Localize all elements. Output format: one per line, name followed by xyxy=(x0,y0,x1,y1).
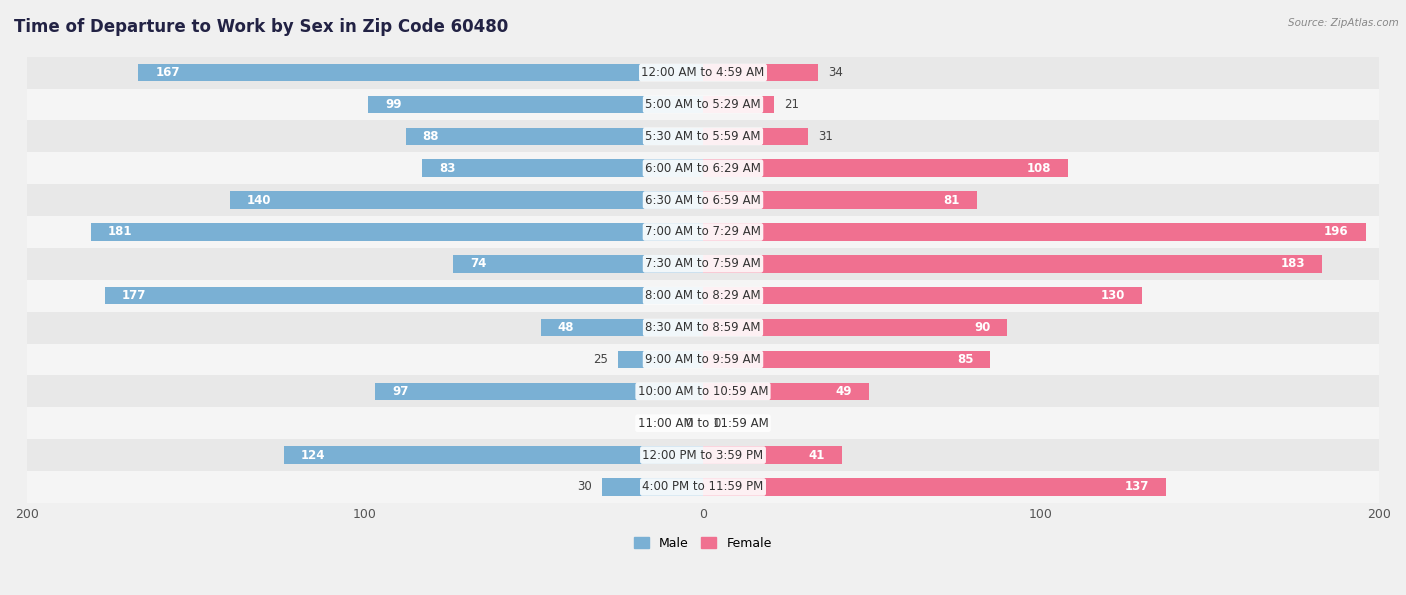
Text: 130: 130 xyxy=(1101,289,1126,302)
Text: 83: 83 xyxy=(439,162,456,175)
Bar xyxy=(27,89,1379,120)
Bar xyxy=(703,127,808,145)
Text: 7:00 AM to 7:29 AM: 7:00 AM to 7:29 AM xyxy=(645,226,761,239)
Text: 5:00 AM to 5:29 AM: 5:00 AM to 5:29 AM xyxy=(645,98,761,111)
Bar xyxy=(27,375,1379,407)
Text: 12:00 AM to 4:59 AM: 12:00 AM to 4:59 AM xyxy=(641,66,765,79)
Text: 137: 137 xyxy=(1125,480,1149,493)
Bar xyxy=(27,312,1379,343)
Text: 88: 88 xyxy=(422,130,439,143)
Bar xyxy=(138,64,703,82)
Text: 8:00 AM to 8:29 AM: 8:00 AM to 8:29 AM xyxy=(645,289,761,302)
Bar xyxy=(91,223,703,241)
Bar xyxy=(453,255,703,273)
Text: 25: 25 xyxy=(593,353,609,366)
Text: 0: 0 xyxy=(713,416,720,430)
Bar xyxy=(27,248,1379,280)
Text: 6:00 AM to 6:29 AM: 6:00 AM to 6:29 AM xyxy=(645,162,761,175)
Text: 41: 41 xyxy=(808,449,825,462)
Text: 49: 49 xyxy=(835,385,852,398)
Bar xyxy=(703,287,1143,305)
Bar xyxy=(27,184,1379,216)
Bar xyxy=(703,383,869,400)
Bar xyxy=(703,159,1069,177)
Bar xyxy=(27,216,1379,248)
Text: 7:30 AM to 7:59 AM: 7:30 AM to 7:59 AM xyxy=(645,257,761,270)
Text: 177: 177 xyxy=(121,289,146,302)
Bar xyxy=(368,96,703,113)
Bar xyxy=(541,319,703,336)
Text: 9:00 AM to 9:59 AM: 9:00 AM to 9:59 AM xyxy=(645,353,761,366)
Bar xyxy=(27,120,1379,152)
Text: 99: 99 xyxy=(385,98,402,111)
Text: 10:00 AM to 10:59 AM: 10:00 AM to 10:59 AM xyxy=(638,385,768,398)
Text: 183: 183 xyxy=(1281,257,1305,270)
Text: 30: 30 xyxy=(576,480,592,493)
Bar xyxy=(27,471,1379,503)
Text: 181: 181 xyxy=(108,226,132,239)
Text: 21: 21 xyxy=(785,98,799,111)
Bar xyxy=(703,350,990,368)
Bar xyxy=(619,350,703,368)
Text: 31: 31 xyxy=(818,130,832,143)
Bar xyxy=(27,280,1379,312)
Legend: Male, Female: Male, Female xyxy=(630,532,776,555)
Text: 196: 196 xyxy=(1324,226,1348,239)
Text: 167: 167 xyxy=(156,66,180,79)
Bar xyxy=(703,319,1007,336)
Text: 11:00 AM to 11:59 AM: 11:00 AM to 11:59 AM xyxy=(638,416,768,430)
Bar xyxy=(405,127,703,145)
Bar xyxy=(703,96,773,113)
Bar xyxy=(703,223,1365,241)
Bar xyxy=(703,478,1166,496)
Text: 85: 85 xyxy=(957,353,973,366)
Text: Time of Departure to Work by Sex in Zip Code 60480: Time of Departure to Work by Sex in Zip … xyxy=(14,18,509,36)
Bar xyxy=(27,57,1379,89)
Bar xyxy=(27,152,1379,184)
Bar xyxy=(104,287,703,305)
Text: 97: 97 xyxy=(392,385,408,398)
Text: 0: 0 xyxy=(686,416,693,430)
Text: 140: 140 xyxy=(246,193,271,206)
Text: 12:00 PM to 3:59 PM: 12:00 PM to 3:59 PM xyxy=(643,449,763,462)
Bar xyxy=(422,159,703,177)
Text: 8:30 AM to 8:59 AM: 8:30 AM to 8:59 AM xyxy=(645,321,761,334)
Text: 34: 34 xyxy=(828,66,844,79)
Bar xyxy=(703,255,1322,273)
Bar xyxy=(284,446,703,464)
Bar xyxy=(703,192,977,209)
Bar xyxy=(703,64,818,82)
Text: 4:00 PM to 11:59 PM: 4:00 PM to 11:59 PM xyxy=(643,480,763,493)
Text: 81: 81 xyxy=(943,193,960,206)
Text: 48: 48 xyxy=(558,321,574,334)
Bar xyxy=(602,478,703,496)
Bar xyxy=(375,383,703,400)
Text: 108: 108 xyxy=(1026,162,1052,175)
Text: 6:30 AM to 6:59 AM: 6:30 AM to 6:59 AM xyxy=(645,193,761,206)
Text: 90: 90 xyxy=(974,321,990,334)
Bar xyxy=(229,192,703,209)
Bar xyxy=(27,343,1379,375)
Text: 74: 74 xyxy=(470,257,486,270)
Text: 124: 124 xyxy=(301,449,325,462)
Text: Source: ZipAtlas.com: Source: ZipAtlas.com xyxy=(1288,18,1399,28)
Bar xyxy=(703,446,842,464)
Bar xyxy=(27,439,1379,471)
Bar xyxy=(27,407,1379,439)
Text: 5:30 AM to 5:59 AM: 5:30 AM to 5:59 AM xyxy=(645,130,761,143)
